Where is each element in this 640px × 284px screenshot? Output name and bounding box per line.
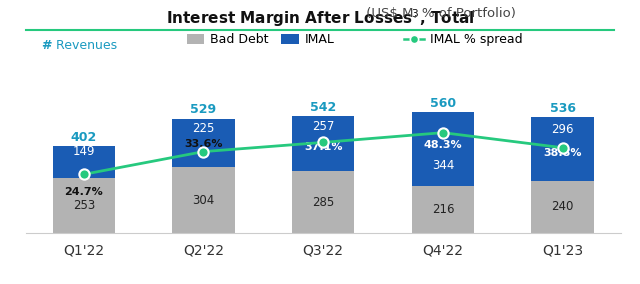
Text: 253: 253 — [73, 199, 95, 212]
Text: 296: 296 — [552, 123, 574, 136]
Text: 149: 149 — [72, 145, 95, 158]
Text: Revenues: Revenues — [52, 39, 118, 52]
Text: (US$ M, % of Portfolio): (US$ M, % of Portfolio) — [124, 7, 516, 20]
Text: 38.8%: 38.8% — [543, 148, 582, 158]
Text: 33.6%: 33.6% — [184, 139, 223, 149]
Bar — [531, 117, 594, 181]
Text: 48.3%: 48.3% — [424, 139, 462, 150]
Bar — [52, 146, 115, 178]
Point — [79, 172, 89, 177]
Text: 257: 257 — [312, 120, 334, 133]
Bar — [412, 112, 474, 186]
Bar — [292, 116, 355, 171]
Bar — [412, 186, 474, 233]
Text: 24.7%: 24.7% — [65, 187, 103, 197]
Bar — [172, 167, 235, 233]
Point — [318, 140, 328, 145]
Text: 285: 285 — [312, 196, 334, 208]
Bar — [172, 118, 235, 167]
Bar — [531, 181, 594, 233]
Text: 304: 304 — [193, 193, 214, 206]
Bar — [52, 178, 115, 233]
Text: 529: 529 — [191, 103, 216, 116]
Text: 542: 542 — [310, 101, 337, 114]
Point — [557, 145, 568, 150]
Point — [198, 149, 209, 154]
Text: 536: 536 — [550, 102, 575, 115]
Text: Interest Margin After Losses$^3$, Total: Interest Margin After Losses$^3$, Total — [166, 7, 474, 29]
Bar — [292, 171, 355, 233]
Text: 402: 402 — [70, 131, 97, 144]
Text: 560: 560 — [430, 97, 456, 110]
Text: #: # — [42, 39, 52, 52]
Text: 344: 344 — [432, 159, 454, 172]
Legend: IMAL % spread: IMAL % spread — [404, 33, 523, 46]
Text: 37.1%: 37.1% — [304, 142, 342, 152]
Text: 225: 225 — [192, 122, 214, 135]
Text: 216: 216 — [431, 203, 454, 216]
Point — [438, 130, 448, 135]
Text: 240: 240 — [552, 201, 574, 214]
